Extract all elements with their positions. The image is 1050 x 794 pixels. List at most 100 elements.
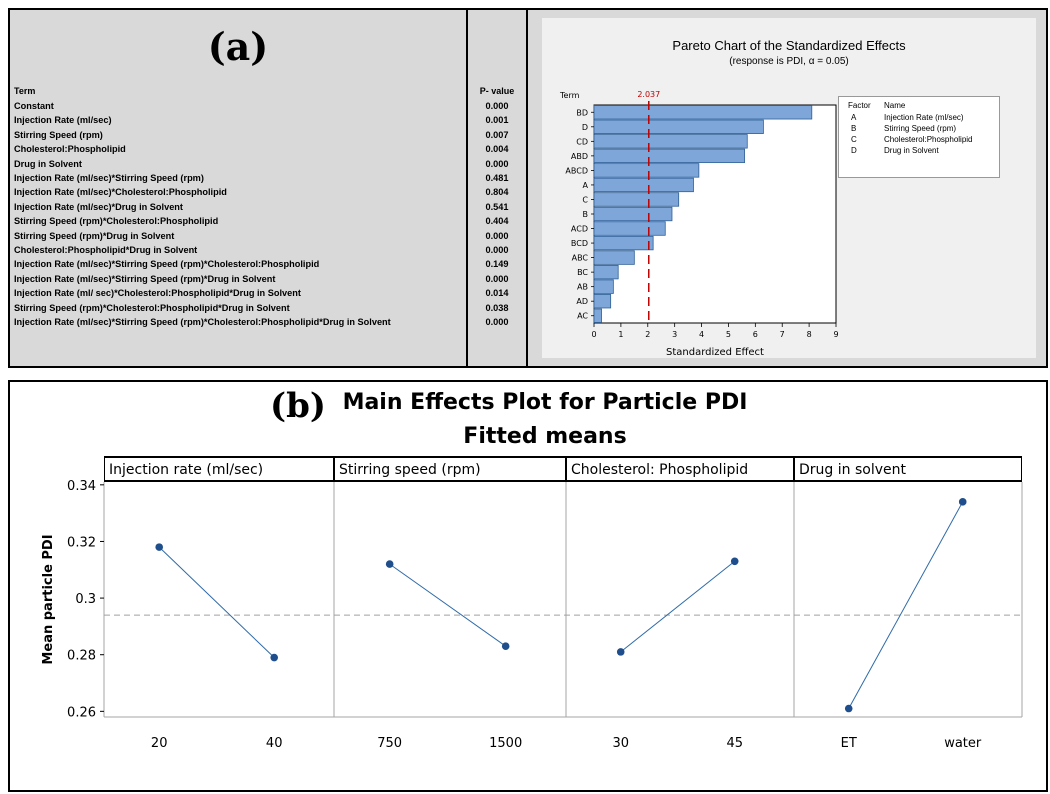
pareto-bar <box>593 308 602 323</box>
pareto-x-tick-label: 9 <box>833 330 838 339</box>
x-tick-label: 20 <box>151 736 168 751</box>
pareto-bar <box>593 206 673 222</box>
pareto-category-label: BC <box>577 268 588 277</box>
pareto-bar <box>593 264 619 280</box>
term-table: (a) Term Constant Injection Rate (ml/sec)… <box>8 8 468 368</box>
x-tick-label: ET <box>841 736 857 751</box>
pareto-bar <box>593 163 700 178</box>
term-column-header: Term <box>14 86 36 96</box>
term-row: Stirring Speed (rpm)*Cholesterol:Phospho… <box>14 216 219 227</box>
pareto-bar <box>593 177 694 193</box>
pvalue-cell: 0.000 <box>485 317 509 327</box>
effect-point <box>501 642 510 651</box>
main-effects-plot: 0.26 0.28 0.3 0.32 0.34 Mean particle PDI 20 40… <box>41 479 1023 751</box>
pvalue-cell: 0.000 <box>485 158 509 169</box>
pvalue-cell: 0.804 <box>485 187 509 198</box>
legend-header-factor: Factor <box>848 101 871 110</box>
term-row: Injection Rate (ml/sec)*Cholesterol:Phos… <box>14 187 227 198</box>
pareto-x-tick-label: 1 <box>618 330 623 339</box>
pareto-x-tick-label: 8 <box>807 330 812 339</box>
pareto-bar <box>593 148 745 164</box>
term-row: Injection Rate (ml/sec)*Stirring Speed (… <box>14 173 204 183</box>
effect-line <box>848 501 964 709</box>
effect-point <box>616 648 625 656</box>
term-row: Stirring Speed (rpm)*Drug in Solvent <box>14 230 175 241</box>
factor-panel-header: Stirring speed (rpm) <box>334 456 566 482</box>
legend-header-name: Name <box>884 101 906 110</box>
y-tick-label: 0.34 <box>67 479 96 494</box>
pareto-bar <box>593 192 680 207</box>
pareto-y-axis-label: Term <box>559 91 580 100</box>
pvalue-cell: 0.149 <box>485 259 509 270</box>
term-row: Cholesterol:Phospholipid*Drug in Solvent <box>14 245 198 255</box>
effect-line <box>389 563 506 647</box>
pvalue-cell: 0.014 <box>485 288 509 299</box>
y-axis-label: Mean particle PDI <box>41 534 56 664</box>
pareto-title: Pareto Chart of the Standardized Effects <box>672 38 906 53</box>
pareto-category-label: ABD <box>571 152 588 161</box>
pareto-reference-label: 2.037 <box>637 90 660 99</box>
factor-panel-header: Cholesterol: Phospholipid <box>566 456 794 482</box>
pareto-category-label: B <box>583 210 589 219</box>
term-row: Stirring Speed (rpm) <box>14 129 103 140</box>
main-effects-title: Main Effects Plot for Particle PDI <box>342 390 748 415</box>
pvalue-cell: 0.000 <box>485 245 509 255</box>
pareto-bar <box>593 105 813 120</box>
legend-name: Injection Rate (ml/sec) <box>884 113 964 122</box>
panel-b: (b) Main Effects Plot for Particle PDI F… <box>8 380 1048 792</box>
pareto-category-label: CD <box>576 137 588 146</box>
effect-point <box>958 498 967 506</box>
pareto-x-tick-label: 7 <box>780 330 785 339</box>
pareto-bar <box>593 250 635 265</box>
effect-point <box>385 560 394 568</box>
pareto-chart-frame: Pareto Chart of the Standardized Effects… <box>526 8 1048 368</box>
term-row: Cholesterol:Phospholipid <box>14 144 126 155</box>
pareto-bar <box>593 119 764 134</box>
y-tick-label: 0.32 <box>67 535 96 550</box>
x-tick-label: water <box>944 736 982 751</box>
pvalue-column-header: P- value <box>479 86 515 96</box>
pareto-category-label: BCD <box>571 239 588 248</box>
effect-point <box>270 653 279 662</box>
pvalue-column: P- value 0.000 0.001 0.007 0.004 0.000 0.481 0… <box>466 8 528 368</box>
pareto-category-label: BD <box>576 108 588 117</box>
effect-point <box>730 557 739 566</box>
y-tick-label: 0.3 <box>75 592 96 607</box>
pareto-bar <box>593 294 612 309</box>
y-tick-label: 0.26 <box>67 705 96 720</box>
legend-factor: C <box>851 135 857 144</box>
term-row: Injection Rate (ml/sec) <box>14 115 112 126</box>
pareto-x-tick-label: 5 <box>726 330 731 339</box>
x-tick-label: 30 <box>612 736 629 751</box>
main-effects-subtitle: Fitted means <box>463 424 627 449</box>
legend-name: Drug in Solvent <box>884 146 939 155</box>
panel-a: (a) Term Constant Injection Rate (ml/sec)… <box>8 8 1048 370</box>
pareto-category-label: A <box>583 181 589 190</box>
panel-a-label: (a) <box>207 24 269 69</box>
legend-name: Stirring Speed (rpm) <box>884 124 957 133</box>
pareto-x-axis-label: Standardized Effect <box>666 347 764 358</box>
pareto-bar <box>593 221 666 236</box>
pareto-category-label: ABCD <box>565 166 588 175</box>
factor-panel-header: Drug in solvent <box>794 456 1022 482</box>
pvalue-cell: 0.541 <box>485 201 509 212</box>
pvalue-cell: 0.000 <box>485 273 509 284</box>
pareto-bar <box>593 134 748 149</box>
legend-name: Cholesterol:Phospholipid <box>884 135 973 144</box>
y-tick-label: 0.28 <box>67 649 96 664</box>
pareto-category-label: ABC <box>572 254 589 263</box>
pareto-category-label: AC <box>577 312 588 321</box>
pvalue-cell: 0.001 <box>485 115 509 126</box>
term-row: Constant <box>14 101 54 111</box>
x-tick-label: 45 <box>726 736 743 751</box>
panel-b-label: (b) <box>270 386 326 426</box>
pareto-bar <box>593 235 654 251</box>
pvalue-cell: 0.000 <box>485 230 509 241</box>
pareto-subtitle: (response is PDI, α = 0.05) <box>729 56 849 67</box>
x-tick-label: 750 <box>377 736 402 751</box>
pvalue-cell: 0.404 <box>485 216 509 227</box>
pvalue-cell: 0.038 <box>485 302 509 313</box>
pareto-category-label: AB <box>577 283 588 292</box>
x-tick-label: 1500 <box>489 736 522 751</box>
